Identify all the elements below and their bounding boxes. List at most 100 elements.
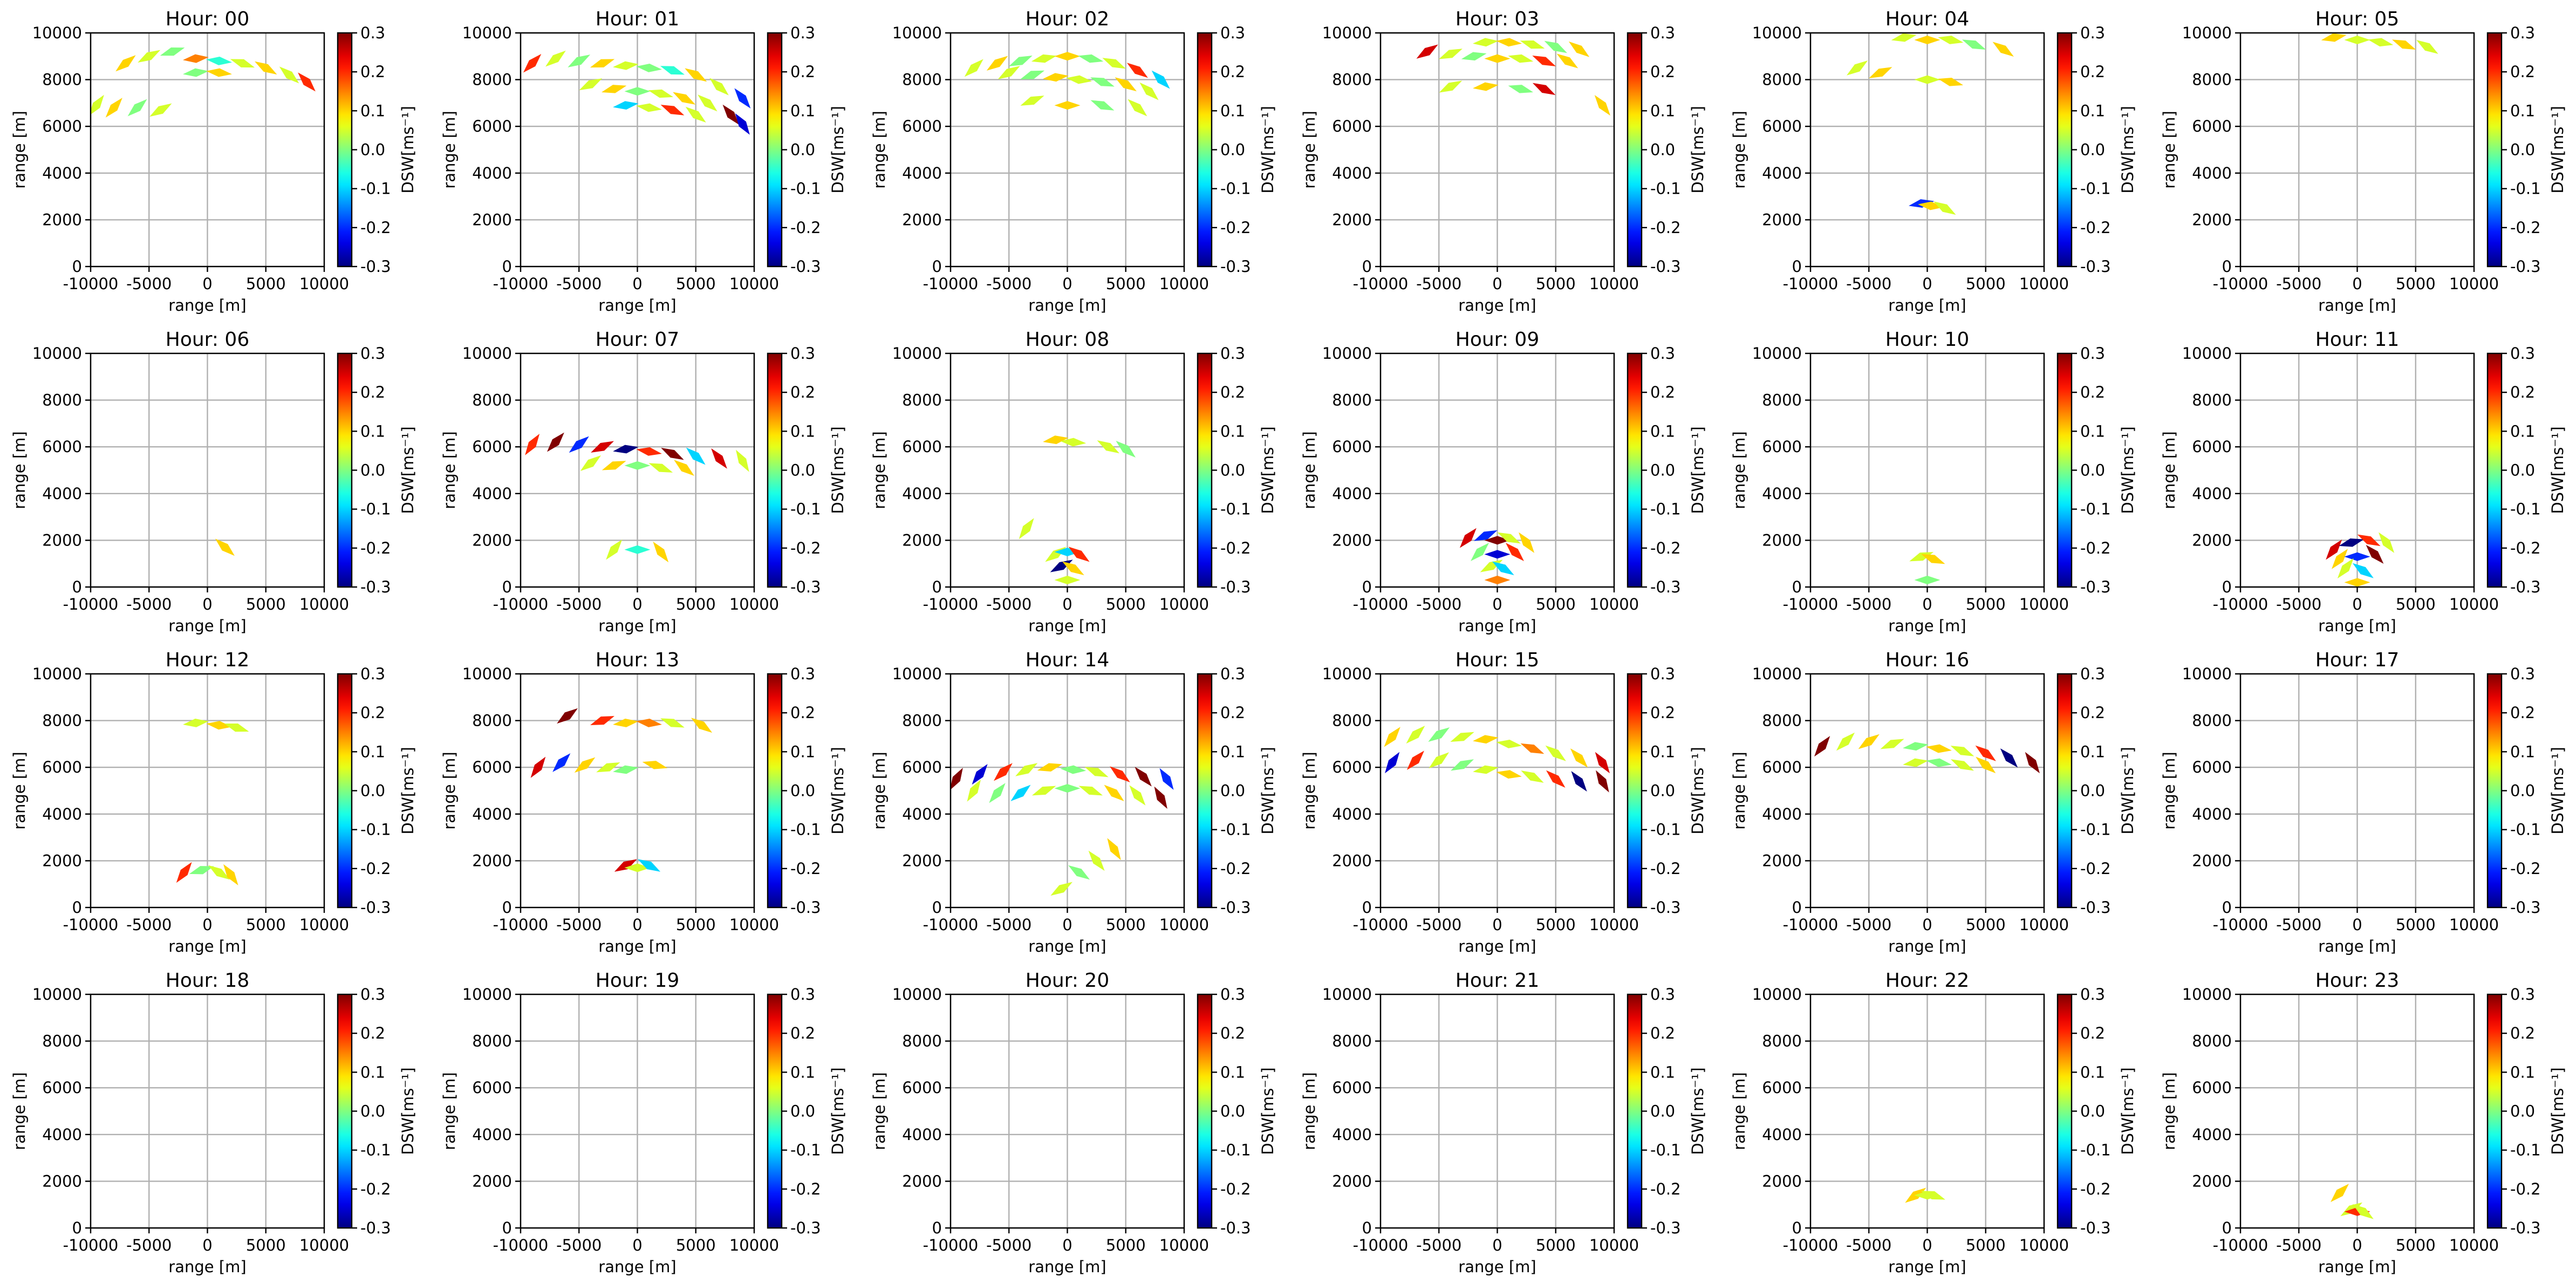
colorbar-tick-label: 0.2	[790, 704, 815, 722]
data-point	[1568, 41, 1590, 57]
data-point	[590, 716, 615, 726]
x-tick-label: 0	[1492, 595, 1502, 613]
data-point	[1068, 865, 1090, 880]
colorbar	[1627, 673, 1643, 909]
data-point	[1484, 550, 1511, 559]
colorbar-tick-label: 0.3	[360, 665, 385, 683]
colorbar-tick-label: 0.3	[1220, 985, 1245, 1004]
colorbar	[2486, 352, 2503, 588]
colorbar	[1627, 32, 1643, 268]
colorbar-tick-label: 0.3	[1220, 665, 1245, 683]
colorbar-tick-label: -0.1	[2080, 821, 2111, 839]
colorbar-tick-label: -0.3	[1650, 578, 1681, 596]
data-point	[613, 445, 639, 454]
chart-title: Hour: 22	[1885, 970, 1969, 992]
data-point	[1556, 53, 1579, 69]
points	[530, 708, 713, 872]
data-point	[685, 68, 707, 82]
data-point	[530, 756, 546, 778]
colorbar-tick-label: 0.1	[2080, 742, 2105, 761]
x-tick-label: 0	[202, 1236, 212, 1254]
colorbar-tick-label: 0.2	[1220, 1024, 1245, 1042]
y-tick-label: 8000	[1332, 391, 1372, 410]
colorbar-tick-label: -0.1	[2080, 180, 2111, 198]
data-point	[1154, 786, 1167, 809]
data-point	[613, 718, 639, 727]
colorbar-tick-label: 0.2	[360, 704, 385, 722]
colorbar-tick-label: 0.1	[360, 1063, 385, 1081]
colorbar-tick-label: -0.2	[1650, 859, 1681, 878]
y-tick-label: 4000	[902, 164, 942, 182]
colorbar	[2056, 993, 2073, 1229]
data-point	[115, 55, 136, 72]
colorbar-tick-label: 0.3	[2510, 985, 2535, 1004]
y-tick-label: 6000	[1332, 1079, 1372, 1097]
data-point	[1914, 75, 1940, 84]
x-tick-label: 10000	[2449, 916, 2499, 934]
colorbar-tick-label: 0.2	[1650, 63, 1675, 81]
colorbar	[2056, 32, 2073, 268]
data-point	[1914, 576, 1940, 585]
y-tick-label: 0	[1362, 257, 1372, 276]
y-tick-label: 4000	[2192, 164, 2232, 182]
colorbar-tick-label: 0.0	[1220, 461, 1245, 480]
y-tick-label: 2000	[902, 851, 942, 870]
data-point	[1570, 748, 1588, 768]
data-point	[1054, 52, 1081, 61]
y-tick-label: 2000	[902, 531, 942, 549]
y-tick-label: 0	[1362, 1219, 1372, 1237]
colorbar-tick-label: -0.3	[790, 1219, 821, 1237]
colorbar-label: DSW[ms⁻¹]	[2548, 106, 2567, 193]
data-point	[636, 103, 662, 112]
x-tick-label: 0	[1492, 916, 1502, 934]
data-point	[298, 72, 316, 92]
data-point	[638, 859, 661, 872]
colorbar-tick-label: 0.2	[1220, 63, 1245, 81]
x-axis-label: range [m]	[1028, 1258, 1106, 1276]
colorbar-tick-label: 0.3	[790, 665, 815, 683]
colorbar-tick-label: -0.1	[2510, 500, 2541, 518]
x-tick-label: 0	[202, 916, 212, 934]
y-tick-label: 2000	[1332, 531, 1372, 549]
data-point	[2344, 552, 2370, 561]
data-point	[574, 757, 596, 773]
data-point	[1484, 576, 1511, 585]
y-tick-label: 0	[1792, 257, 1802, 276]
data-point	[2366, 544, 2384, 564]
y-axis-label: range [m]	[1730, 111, 1748, 188]
data-point	[1060, 765, 1087, 774]
colorbar-tick-label: 0.0	[1650, 782, 1675, 800]
colorbar-label: DSW[ms⁻¹]	[829, 1067, 847, 1155]
x-tick-label: -5000	[2276, 916, 2321, 934]
colorbar-tick-label: -0.3	[2080, 1219, 2111, 1237]
colorbar-tick-label: 0.1	[2080, 422, 2105, 440]
data-point	[994, 763, 1013, 781]
colorbar-tick-label: 0.0	[360, 461, 385, 480]
y-tick-label: 0	[502, 1219, 512, 1237]
y-tick-label: 2000	[1762, 1172, 1802, 1190]
x-tick-label: -5000	[986, 916, 1031, 934]
y-tick-label: 10000	[32, 665, 82, 683]
colorbar-tick-label: -0.3	[2510, 578, 2541, 596]
colorbar	[2486, 673, 2503, 909]
points	[1459, 528, 1535, 585]
y-tick-label: 2000	[2192, 1172, 2232, 1190]
data-point	[160, 47, 185, 56]
colorbar	[767, 352, 783, 588]
data-point	[215, 538, 235, 556]
x-tick-label: 5000	[246, 916, 286, 934]
colorbar-tick-label: 0.2	[360, 63, 385, 81]
x-tick-label: 5000	[676, 595, 716, 613]
data-point	[596, 762, 620, 773]
y-tick-label: 0	[2222, 578, 2232, 596]
x-tick-label: -10000	[1353, 275, 1409, 293]
colorbar-tick-label: 0.3	[2080, 24, 2105, 42]
data-point	[709, 78, 729, 95]
data-point	[1496, 770, 1522, 779]
colorbar-tick-label: 0.1	[2510, 101, 2535, 120]
y-tick-label: 6000	[2192, 758, 2232, 776]
y-tick-label: 8000	[1762, 712, 1802, 730]
y-tick-label: 4000	[1332, 164, 1372, 182]
colorbar-tick-label: -0.2	[790, 219, 821, 237]
